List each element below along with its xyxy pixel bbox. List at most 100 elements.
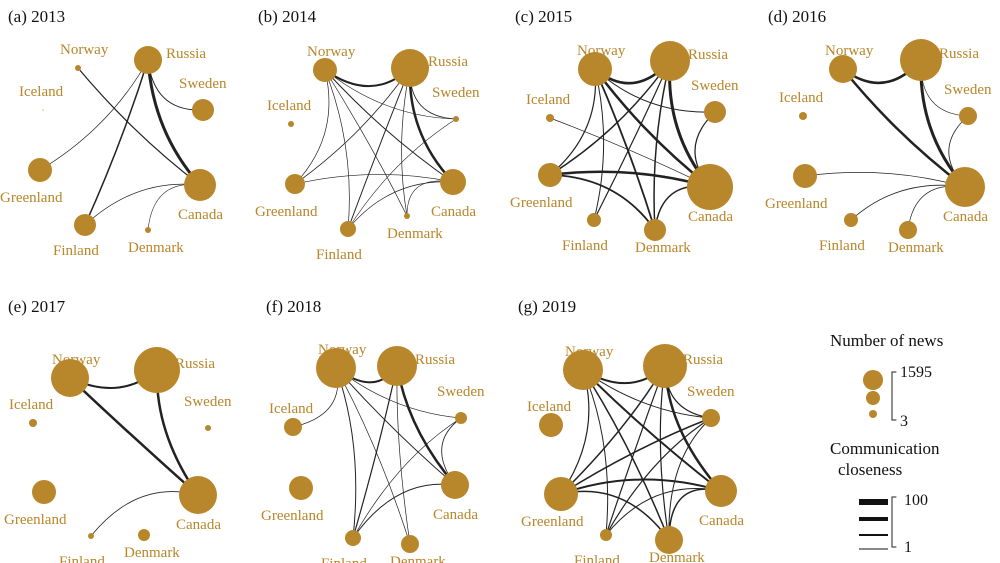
label-sweden: Sweden bbox=[944, 82, 992, 98]
node-sweden bbox=[453, 116, 459, 122]
node-sweden bbox=[959, 107, 977, 125]
node-greenland bbox=[28, 158, 52, 182]
node-iceland bbox=[546, 114, 554, 122]
node-finland bbox=[345, 530, 361, 546]
label-russia: Russia bbox=[175, 356, 215, 372]
label-canada: Canada bbox=[431, 204, 476, 220]
legend-closeness-title-1: Communication bbox=[830, 439, 940, 458]
edge-norway-denmark bbox=[582, 369, 670, 541]
label-canada: Canada bbox=[943, 209, 988, 225]
edge-norway-canada bbox=[77, 67, 201, 186]
label-finland: Finland bbox=[574, 553, 620, 563]
label-finland: Finland bbox=[53, 243, 99, 259]
label-iceland: Iceland bbox=[269, 401, 314, 417]
label-norway: Norway bbox=[825, 43, 874, 59]
node-norway bbox=[578, 52, 612, 86]
label-denmark: Denmark bbox=[128, 240, 184, 256]
node-greenland bbox=[544, 477, 578, 511]
legend-closeness-min: 1 bbox=[904, 539, 912, 556]
edge-sweden-greenland bbox=[560, 417, 712, 495]
label-norway: Norway bbox=[52, 352, 101, 368]
label-finland: Finland bbox=[59, 554, 105, 563]
label-sweden: Sweden bbox=[184, 394, 232, 410]
node-canada bbox=[687, 164, 733, 210]
node-sweden bbox=[455, 412, 467, 424]
node-denmark bbox=[899, 221, 917, 239]
label-iceland: Iceland bbox=[267, 98, 312, 114]
label-sweden: Sweden bbox=[437, 384, 485, 400]
label-norway: Norway bbox=[565, 344, 614, 360]
legend-node-small bbox=[869, 410, 877, 418]
panel-7: (g) 2019 Norway Russia Iceland Sweden Greenla… bbox=[518, 297, 744, 563]
panel-2: (b) 2014 Norway Russia Iceland Sweden Greenla… bbox=[255, 7, 480, 263]
panel-4: (d) 2016 Norway Russia Iceland Sweden Greenla… bbox=[765, 7, 992, 256]
node-finland bbox=[340, 221, 356, 237]
label-denmark: Denmark bbox=[635, 240, 691, 256]
panel-title: (g) 2019 bbox=[518, 297, 576, 316]
panel-title: (a) 2013 bbox=[8, 7, 65, 26]
panel-3: (c) 2015 Norway Russia Iceland Sweden Greenla… bbox=[510, 7, 739, 256]
node-russia bbox=[900, 39, 942, 81]
edge-sweden-denmark bbox=[668, 417, 712, 541]
legend-closeness-max: 100 bbox=[904, 492, 928, 509]
label-canada: Canada bbox=[178, 207, 223, 223]
edge-norway-finland bbox=[335, 367, 357, 539]
label-iceland: Iceland bbox=[779, 90, 824, 106]
edge-sweden-finland bbox=[352, 417, 462, 539]
legend-news-title: Number of news bbox=[830, 331, 943, 350]
edge-norway-greenland bbox=[294, 69, 330, 185]
label-denmark: Denmark bbox=[387, 226, 443, 242]
label-russia: Russia bbox=[683, 352, 723, 368]
edge-sweden-finland bbox=[347, 118, 457, 230]
label-russia: Russia bbox=[688, 47, 728, 63]
label-sweden: Sweden bbox=[432, 85, 480, 101]
label-sweden: Sweden bbox=[179, 76, 227, 92]
node-norway bbox=[75, 65, 81, 71]
node-sweden bbox=[704, 101, 726, 123]
legend-node-medium bbox=[866, 391, 880, 405]
node-greenland bbox=[32, 480, 56, 504]
label-greenland: Greenland bbox=[765, 196, 828, 212]
label-norway: Norway bbox=[307, 44, 356, 60]
label-greenland: Greenland bbox=[255, 204, 318, 220]
edge-norway-canada bbox=[841, 67, 967, 189]
label-greenland: Greenland bbox=[0, 190, 63, 206]
node-denmark bbox=[145, 227, 151, 233]
label-russia: Russia bbox=[166, 46, 206, 62]
legend-closeness-title-2: closeness bbox=[838, 460, 902, 479]
label-norway: Norway bbox=[60, 42, 109, 58]
node-denmark bbox=[655, 526, 683, 554]
label-russia: Russia bbox=[415, 352, 455, 368]
node-norway bbox=[829, 55, 857, 83]
label-denmark: Denmark bbox=[124, 545, 180, 561]
legend-news-max: 1595 bbox=[900, 364, 932, 381]
node-russia bbox=[391, 49, 429, 87]
edge-norway-denmark bbox=[594, 68, 656, 231]
node-iceland bbox=[799, 112, 807, 120]
label-iceland: Iceland bbox=[526, 92, 571, 108]
node-sweden bbox=[702, 409, 720, 427]
node-russia bbox=[134, 46, 162, 74]
node-finland bbox=[88, 533, 94, 539]
node-iceland bbox=[29, 419, 37, 427]
label-norway: Norway bbox=[577, 43, 626, 59]
label-finland: Finland bbox=[316, 247, 362, 263]
edge-russia-finland bbox=[84, 59, 149, 226]
panel-title: (c) 2015 bbox=[515, 7, 572, 26]
label-canada: Canada bbox=[688, 209, 733, 225]
legend-node-large bbox=[863, 370, 883, 390]
node-greenland bbox=[289, 476, 313, 500]
label-greenland: Greenland bbox=[510, 195, 573, 211]
label-sweden: Sweden bbox=[691, 78, 739, 94]
legend-news-min: 3 bbox=[900, 413, 908, 430]
node-greenland bbox=[793, 164, 817, 188]
label-finland: Finland bbox=[321, 556, 367, 563]
panel-5: (e) 2017 Norway Russia Iceland Sweden Greenla… bbox=[4, 297, 232, 563]
panel-title: (b) 2014 bbox=[258, 7, 317, 26]
node-denmark bbox=[401, 535, 419, 553]
edge-canada-finland bbox=[347, 181, 454, 230]
panel-title: (d) 2016 bbox=[768, 7, 826, 26]
node-greenland bbox=[538, 163, 562, 187]
edge-norway-canada bbox=[68, 376, 200, 497]
label-canada: Canada bbox=[176, 517, 221, 533]
